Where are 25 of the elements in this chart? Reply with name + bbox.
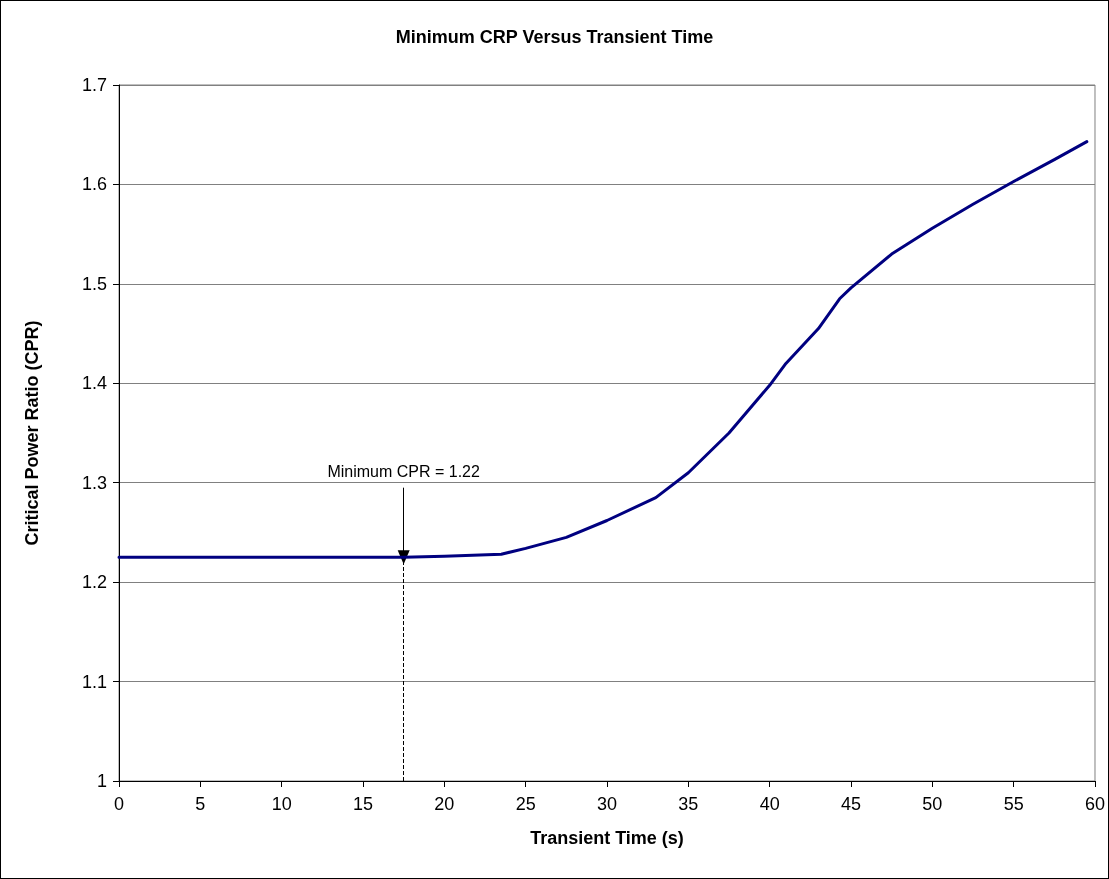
x-tick-label: 35 — [678, 794, 699, 814]
y-tick-label: 1.4 — [81, 373, 107, 394]
y-tick-label: 1 — [96, 771, 107, 791]
x-axis-title: Transient Time (s) — [530, 828, 684, 848]
y-tick-label: 1.7 — [81, 75, 107, 95]
y-tick-label: 1.1 — [81, 671, 107, 692]
x-tick-label: 30 — [596, 794, 618, 814]
x-tick-label: 20 — [434, 794, 455, 814]
y-tick-label: 1.2 — [81, 572, 107, 593]
x-tick-label: 25 — [515, 794, 536, 814]
x-tick-label: 50 — [922, 794, 943, 814]
y-tick-label: 1.5 — [81, 273, 107, 294]
x-tick-label: 15 — [352, 794, 374, 814]
y-axis-title: Critical Power Ratio (CPR) — [22, 320, 42, 546]
x-tick-label: 5 — [195, 794, 206, 814]
chart-title: Minimum CRP Versus Transient Time — [395, 27, 714, 47]
y-tick-label: 1.6 — [81, 174, 107, 195]
x-tick-label: 40 — [759, 794, 780, 814]
annotation: Minimum CPR = 1.22 — [327, 463, 481, 481]
x-tick-label: 60 — [1084, 794, 1105, 814]
x-tick-label: 10 — [271, 794, 292, 814]
x-tick-label: 0 — [113, 794, 125, 814]
x-tick-label: 45 — [840, 794, 862, 814]
y-tick-label: 1.3 — [81, 472, 107, 493]
x-tick-label: 55 — [1003, 794, 1024, 814]
